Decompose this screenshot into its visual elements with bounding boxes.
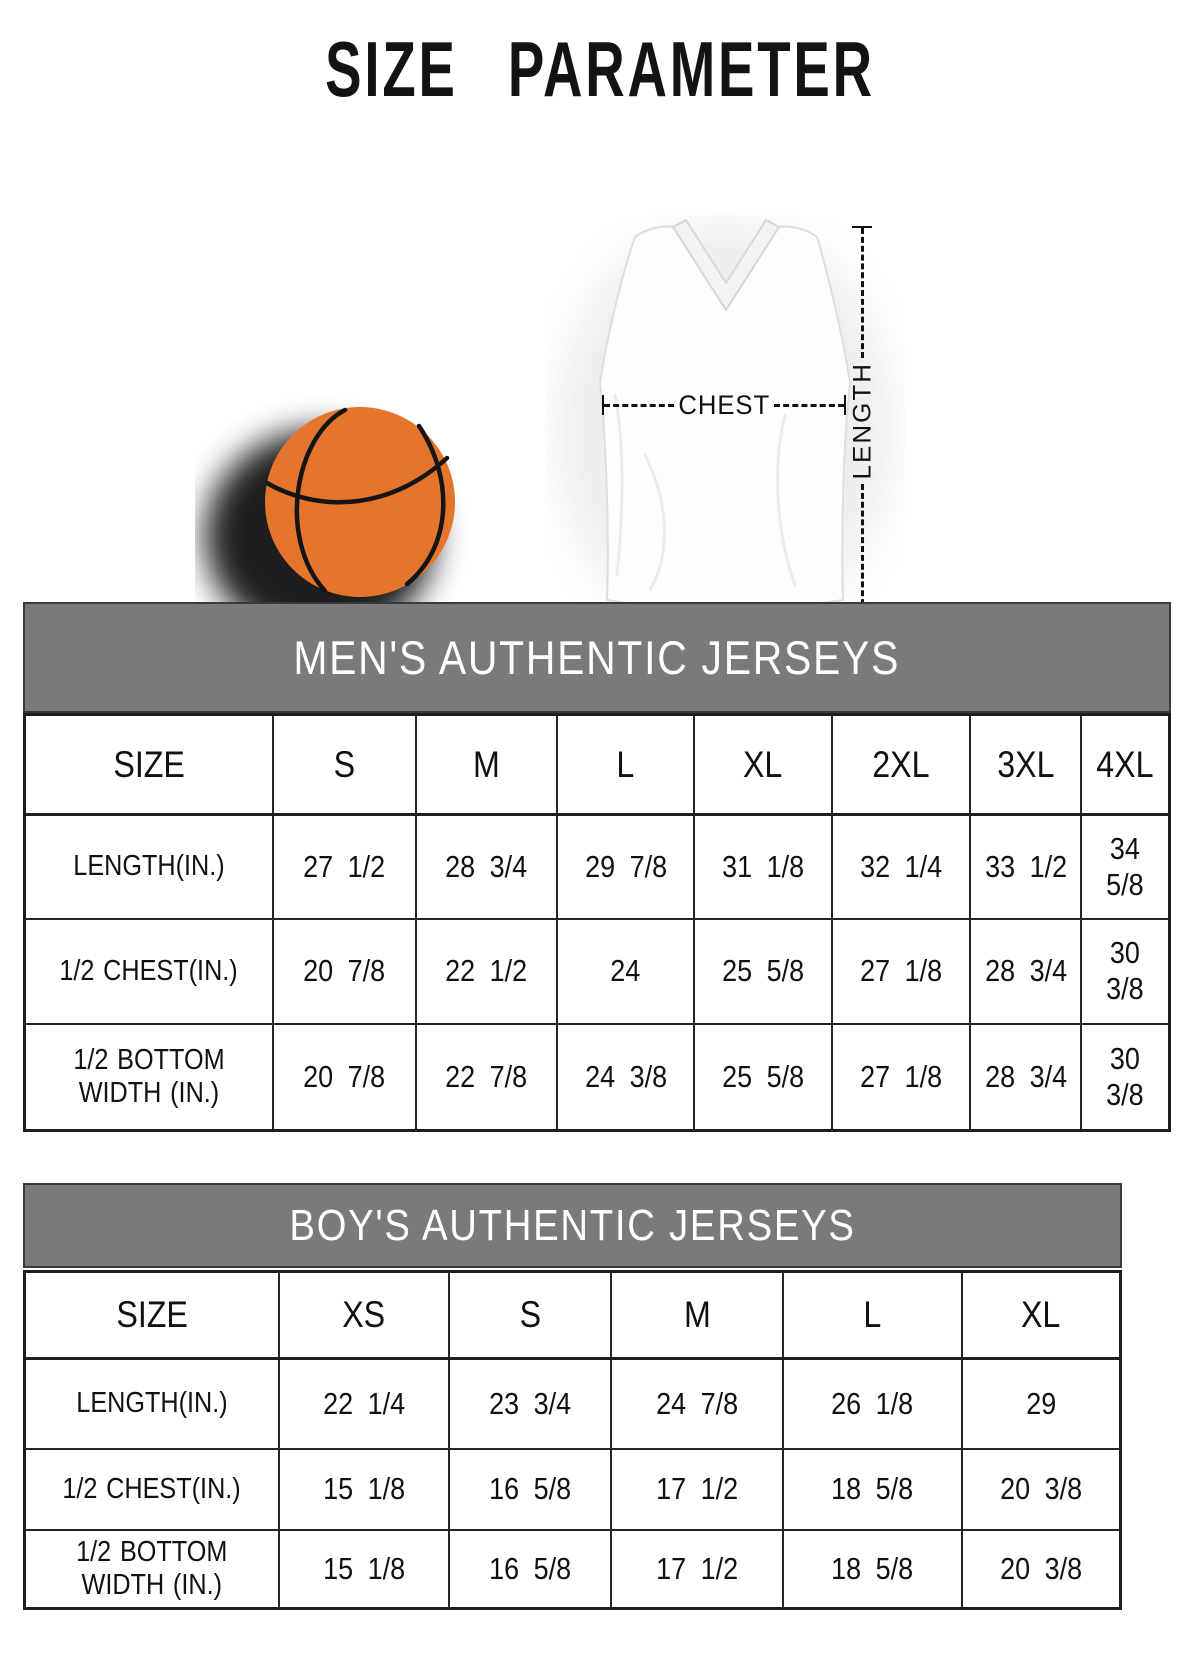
size-value-cell: 22 7/8	[415, 1022, 558, 1132]
chest-dash-left	[604, 403, 674, 407]
size-value-cell: 23 3/4	[448, 1357, 613, 1450]
size-value-cell: 29 7/8	[555, 813, 696, 920]
size-value-cell: 17 1/2	[610, 1528, 785, 1610]
chest-tick-left	[602, 395, 604, 415]
length-dash-top	[860, 228, 864, 359]
length-label: LENGTH	[847, 362, 876, 480]
size-value-cell: 30 3/8	[1080, 1022, 1171, 1132]
size-value-cell: 18 5/8	[782, 1447, 963, 1531]
row-label: LENGTH(IN.)	[23, 1357, 280, 1450]
column-header: L	[555, 713, 696, 816]
boys-size-table: SIZE XS S M L XL LENGTH(IN.) 22 1/4 23 3/4 24 7/8…	[23, 1270, 1122, 1610]
size-value-cell: 24 7/8	[610, 1357, 785, 1450]
column-header: L	[782, 1270, 963, 1360]
column-header: S	[271, 713, 418, 816]
size-value-cell: 22 1/4	[277, 1357, 451, 1450]
size-value-cell: 25 5/8	[693, 917, 833, 1025]
size-value-cell: 30 3/8	[1080, 917, 1171, 1025]
row-label: 1/2 CHEST(IN.)	[23, 917, 274, 1025]
size-value-cell: 27 1/8	[830, 1022, 972, 1132]
size-value-cell: 15 1/8	[277, 1447, 451, 1531]
size-value-cell: 25 5/8	[693, 1022, 833, 1132]
row-label: LENGTH(IN.)	[23, 813, 274, 920]
size-value-cell: 28 3/4	[415, 813, 558, 920]
size-value-cell: 20 7/8	[271, 917, 418, 1025]
size-value-cell: 22 1/2	[415, 917, 558, 1025]
length-measure-line: LENGTH	[844, 226, 880, 616]
size-column-header: SIZE	[23, 1270, 280, 1360]
size-value-cell: 31 1/8	[693, 813, 833, 920]
column-header: S	[448, 1270, 613, 1360]
mens-table-title-band: MEN'S AUTHENTIC JERSEYS	[23, 602, 1171, 713]
size-value-cell: 32 1/4	[830, 813, 972, 920]
chest-dash-right	[774, 403, 845, 407]
row-label: 1/2 CHEST(IN.)	[23, 1447, 280, 1531]
size-value-cell: 18 5/8	[782, 1528, 963, 1610]
length-tick-top	[852, 226, 872, 228]
size-value-cell: 24 3/8	[555, 1022, 696, 1132]
column-header: XL	[960, 1270, 1122, 1360]
size-value-cell: 34 5/8	[1080, 813, 1171, 920]
page-title: SIZE PARAMETER	[325, 25, 875, 113]
size-value-cell: 15 1/8	[277, 1528, 451, 1610]
chest-label: CHEST	[678, 389, 770, 420]
column-header: 4XL	[1080, 713, 1171, 816]
size-value-cell: 20 3/8	[960, 1528, 1122, 1610]
mens-size-table: SIZE S M L XL 2XL 3XL 4XL LENGTH(IN.) 27 1/2 28 3/…	[23, 713, 1171, 1132]
size-column-header: SIZE	[23, 713, 274, 816]
size-value-cell: 20 3/8	[960, 1447, 1122, 1531]
size-value-cell: 27 1/8	[830, 917, 972, 1025]
size-value-cell: 16 5/8	[448, 1447, 613, 1531]
boys-table-title-band: BOY'S AUTHENTIC JERSEYS	[23, 1183, 1122, 1268]
chest-tick-right	[844, 395, 847, 415]
size-value-cell: 20 7/8	[271, 1022, 418, 1132]
row-label: 1/2 BOTTOM WIDTH (IN.)	[23, 1022, 274, 1132]
mens-table-title: MEN'S AUTHENTIC JERSEYS	[293, 631, 901, 684]
size-value-cell: 33 1/2	[969, 813, 1083, 920]
boys-table-title: BOY'S AUTHENTIC JERSEYS	[289, 1200, 856, 1250]
chest-measure-line: CHEST	[602, 390, 847, 420]
column-header: M	[415, 713, 558, 816]
size-value-cell: 17 1/2	[610, 1447, 785, 1531]
column-header: M	[610, 1270, 785, 1360]
column-header: XL	[693, 713, 833, 816]
column-header: XS	[277, 1270, 451, 1360]
size-value-cell: 29	[960, 1357, 1122, 1450]
size-diagram: CHEST LENGTH	[0, 100, 1200, 642]
length-dash-bottom	[860, 483, 864, 614]
column-header: 2XL	[830, 713, 972, 816]
size-value-cell: 26 1/8	[782, 1357, 963, 1450]
size-value-cell: 16 5/8	[448, 1528, 613, 1610]
size-value-cell: 27 1/2	[271, 813, 418, 920]
basketball-icon	[205, 407, 455, 642]
row-label: 1/2 BOTTOM WIDTH (IN.)	[23, 1528, 280, 1610]
size-value-cell: 28 3/4	[969, 917, 1083, 1025]
size-value-cell: 28 3/4	[969, 1022, 1083, 1132]
column-header: 3XL	[969, 713, 1083, 816]
size-value-cell: 24	[555, 917, 696, 1025]
